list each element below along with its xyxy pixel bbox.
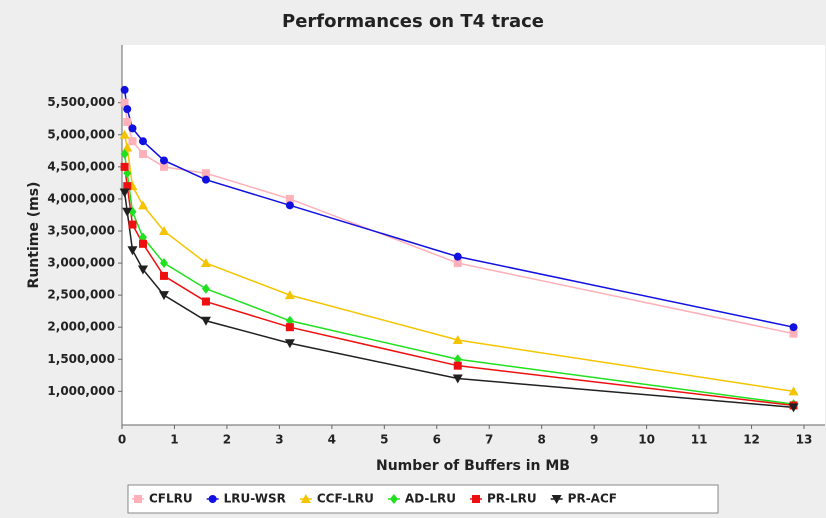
y-tick-label: 1,000,000: [47, 384, 115, 398]
data-point: [119, 188, 130, 198]
data-point: [123, 105, 132, 114]
legend-marker: [472, 495, 480, 503]
x-tick-label: 7: [485, 433, 493, 447]
data-point: [788, 403, 799, 413]
data-point: [120, 162, 129, 171]
data-point: [284, 290, 295, 300]
legend-label: CCF-LRU: [317, 492, 374, 506]
data-point: [201, 297, 210, 306]
data-point: [120, 149, 129, 160]
data-point: [137, 265, 148, 275]
legend-label: LRU-WSR: [224, 492, 286, 506]
x-tick-label: 5: [380, 433, 388, 447]
legend-label: CFLRU: [149, 492, 193, 506]
y-tick-label: 5,000,000: [47, 127, 115, 141]
y-tick-label: 4,500,000: [47, 159, 115, 173]
y-tick-label: 2,500,000: [47, 288, 115, 302]
legend-label: PR-ACF: [568, 492, 617, 506]
data-point: [138, 150, 147, 159]
data-point: [122, 207, 133, 217]
data-point: [138, 239, 147, 248]
x-tick-label: 6: [433, 433, 441, 447]
data-point: [127, 246, 138, 256]
data-point: [453, 252, 462, 261]
data-point: [159, 271, 168, 280]
chart-title: Performances on T4 trace: [282, 11, 544, 32]
x-tick-label: 13: [796, 433, 813, 447]
y-tick-label: 5,500,000: [47, 95, 115, 109]
data-point: [452, 335, 463, 345]
data-point: [138, 137, 147, 146]
data-point: [200, 258, 211, 268]
y-tick-label: 2,000,000: [47, 320, 115, 334]
data-point: [285, 201, 294, 210]
data-point: [123, 117, 132, 126]
data-point: [285, 323, 294, 332]
x-tick-label: 9: [590, 433, 598, 447]
legend-box: [127, 484, 719, 514]
y-tick-label: 3,000,000: [47, 256, 115, 270]
x-tick-label: 12: [743, 433, 760, 447]
data-point: [159, 162, 168, 171]
legend-label: PR-LRU: [487, 492, 537, 506]
data-point: [120, 98, 129, 107]
legend-marker: [389, 494, 398, 504]
data-point: [119, 129, 130, 139]
x-tick-label: 4: [328, 433, 336, 447]
data-point: [285, 194, 294, 203]
legend-marker: [551, 495, 562, 504]
x-tick-label: 11: [691, 433, 708, 447]
data-point: [159, 156, 168, 165]
data-point: [284, 339, 295, 349]
legend-marker: [134, 495, 142, 503]
data-point: [200, 316, 211, 326]
data-point: [789, 329, 798, 338]
x-tick-label: 10: [638, 433, 655, 447]
data-point: [120, 85, 129, 94]
data-point: [137, 200, 148, 210]
data-point: [201, 175, 210, 184]
data-point: [789, 323, 798, 332]
y-axis-label: Runtime (ms): [26, 182, 42, 289]
legend-marker: [300, 494, 311, 503]
data-point: [159, 258, 168, 269]
data-point: [158, 291, 169, 301]
data-point: [158, 225, 169, 235]
data-point: [128, 220, 137, 229]
legend-marker: [208, 495, 217, 503]
data-point: [453, 361, 462, 370]
data-point: [452, 374, 463, 384]
data-point: [201, 283, 210, 294]
y-tick-label: 3,500,000: [47, 223, 115, 237]
x-tick-label: 1: [170, 433, 178, 447]
data-point: [201, 169, 210, 178]
y-tick-label: 1,500,000: [47, 352, 115, 366]
data-point: [128, 137, 137, 146]
data-point: [453, 259, 462, 268]
y-tick-label: 4,000,000: [47, 191, 115, 205]
x-tick-label: 3: [275, 433, 283, 447]
x-tick-label: 2: [223, 433, 231, 447]
x-tick-label: 8: [538, 433, 546, 447]
data-point: [123, 182, 132, 191]
data-point: [788, 386, 799, 396]
legend-label: AD-LRU: [405, 492, 456, 506]
x-axis-label: Number of Buffers in MB: [376, 458, 570, 474]
x-tick-label: 0: [118, 433, 126, 447]
data-point: [128, 124, 137, 133]
